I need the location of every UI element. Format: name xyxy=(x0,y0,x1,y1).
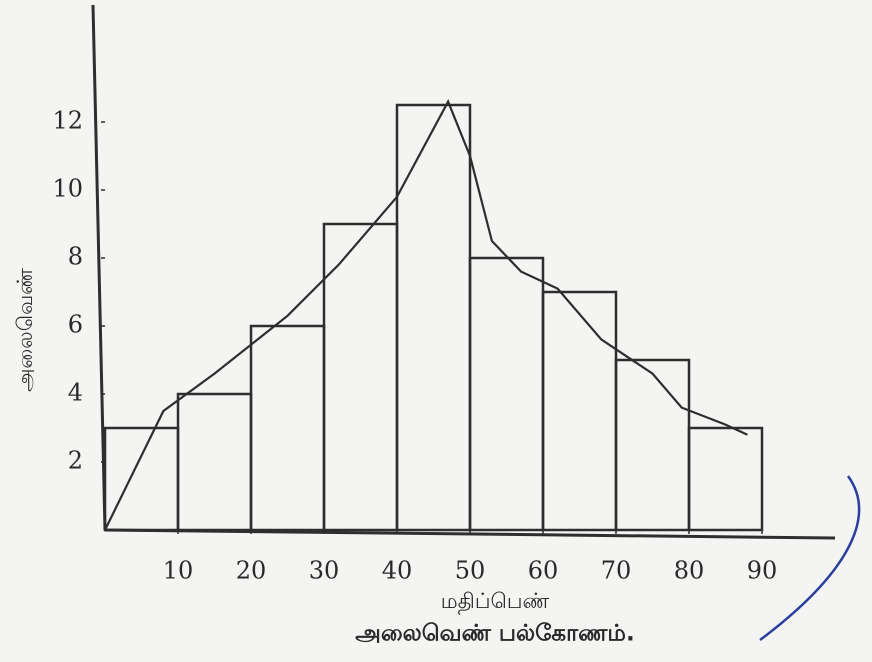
x-tick-label: 50 xyxy=(455,557,486,585)
x-axis-label: மதிப்பெண் xyxy=(441,589,550,615)
bar xyxy=(541,290,618,532)
pen-mark xyxy=(759,475,861,641)
x-tick-label: 80 xyxy=(674,557,705,585)
bar xyxy=(614,358,691,532)
chart-title: அலைவெண் பல்கோணம். xyxy=(355,621,634,647)
frequency-curve xyxy=(104,99,748,531)
x-tick-label: 40 xyxy=(382,557,413,585)
y-axis-label: அலைவெண் xyxy=(13,268,37,392)
y-axis xyxy=(91,4,107,531)
bar xyxy=(103,426,180,532)
bar xyxy=(395,103,472,532)
x-tick-label: 30 xyxy=(309,557,340,585)
bar xyxy=(468,256,545,532)
y-tick-label: 4 xyxy=(68,379,83,407)
x-tick-label: 90 xyxy=(747,557,778,585)
y-tick-label: 10 xyxy=(52,175,83,203)
x-tick-label: 60 xyxy=(528,557,559,585)
x-tick-label: 70 xyxy=(601,557,632,585)
y-tick-label: 2 xyxy=(68,447,83,475)
x-tick-label: 20 xyxy=(236,557,267,585)
y-tick-label: 8 xyxy=(68,243,83,271)
bar xyxy=(687,426,764,532)
bar xyxy=(176,392,253,532)
y-tick-label: 6 xyxy=(68,311,83,339)
y-tick-label: 12 xyxy=(52,107,83,135)
x-tick-label: 10 xyxy=(163,557,194,585)
bar xyxy=(249,324,326,532)
